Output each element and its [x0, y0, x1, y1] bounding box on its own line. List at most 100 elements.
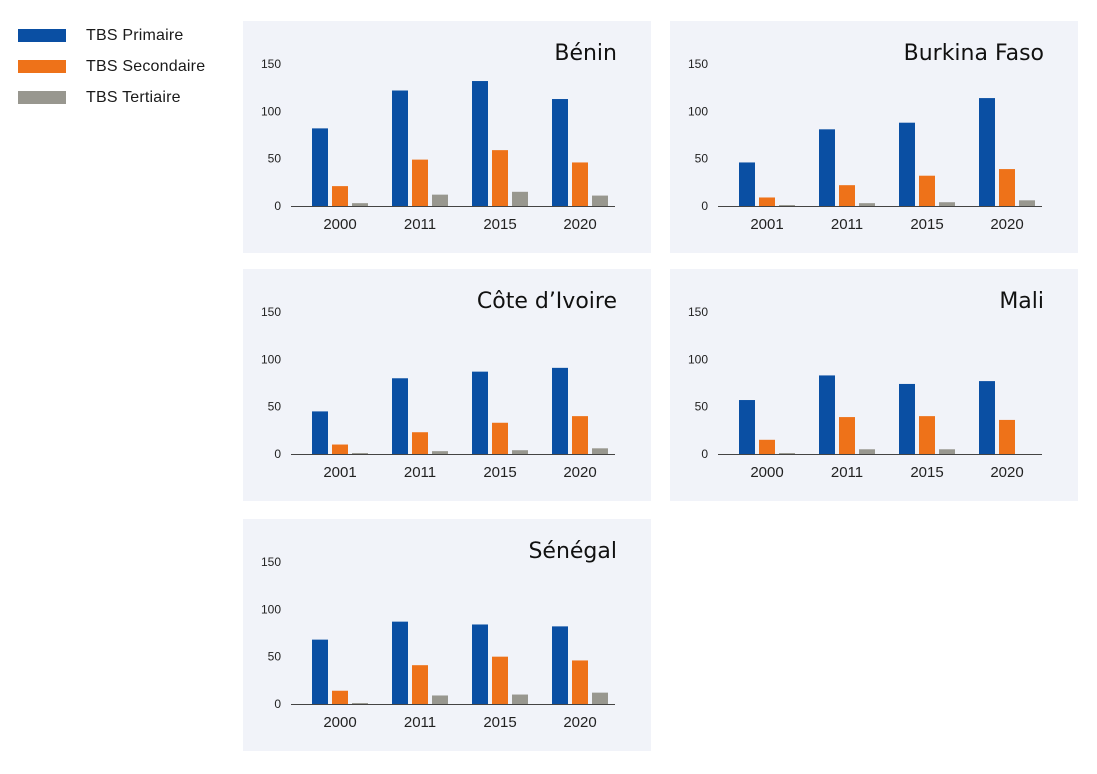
bar-tbs-secondaire-2001	[332, 444, 348, 454]
bar-tbs-primaire-2000	[739, 400, 755, 454]
y-tick-label: 50	[268, 650, 282, 664]
bar-tbs-primaire-2015	[472, 81, 488, 206]
bar-tbs-tertiaire-2015	[512, 450, 528, 454]
bar-tbs-tertiaire-2001	[352, 453, 368, 454]
y-tick-label: 50	[268, 400, 282, 414]
bar-tbs-secondaire-2020	[572, 660, 588, 704]
bar-tbs-secondaire-2000	[332, 186, 348, 206]
y-tick-label: 0	[701, 199, 708, 213]
legend-swatch-tertiaire	[18, 91, 66, 104]
y-tick-label: 100	[688, 352, 708, 366]
bar-chart-burkina-faso: 0 50 100 150 2001 2011 2015 2020	[688, 57, 1042, 233]
bar-tbs-primaire-2020	[552, 367, 568, 454]
bar-tbs-primaire-2015	[472, 371, 488, 454]
y-tick-label: 50	[695, 400, 709, 414]
bar-tbs-primaire-2015	[899, 383, 915, 454]
chart-panel-burkina-faso: Burkina Faso 0 50 100 150 2001 2011 2015 2020	[670, 21, 1078, 253]
bar-tbs-secondaire-2015	[919, 175, 935, 206]
y-tick-label: 0	[701, 447, 708, 461]
bar-tbs-primaire-2011	[392, 378, 408, 454]
bar-tbs-secondaire-2011	[839, 185, 855, 206]
y-tick-label: 100	[261, 104, 281, 118]
bar-tbs-tertiaire-2015	[939, 449, 955, 454]
bar-tbs-primaire-2001	[739, 162, 755, 206]
legend-item-tertiaire: TBS Tertiaire	[18, 82, 205, 113]
chart-panel-cote-divoire: Côte d’Ivoire 0 50 100 150 2001 2011 2015 2020	[243, 269, 651, 501]
y-tick-label: 150	[261, 305, 281, 319]
x-tick-label: 2011	[831, 216, 863, 233]
x-tick-label: 2001	[323, 464, 356, 481]
legend-swatch-secondaire	[18, 60, 66, 73]
bar-tbs-secondaire-2001	[759, 197, 775, 206]
y-tick-label: 100	[688, 104, 708, 118]
bar-tbs-primaire-2011	[392, 621, 408, 704]
y-tick-label: 100	[261, 352, 281, 366]
bar-chart-benin: 0 50 100 150 2000 2011 2015 2020	[261, 57, 615, 233]
y-tick-label: 0	[274, 697, 281, 711]
bar-tbs-secondaire-2011	[839, 417, 855, 454]
bar-tbs-tertiaire-2011	[859, 449, 875, 454]
bar-tbs-tertiaire-2011	[432, 451, 448, 454]
chart-title: Bénin	[554, 41, 617, 66]
bar-tbs-primaire-2011	[819, 375, 835, 454]
legend-item-primaire: TBS Primaire	[18, 20, 205, 51]
bar-tbs-primaire-2015	[899, 122, 915, 206]
y-tick-label: 150	[688, 57, 708, 71]
x-tick-label: 2011	[404, 714, 436, 731]
x-tick-label: 2015	[483, 216, 516, 233]
bar-chart-senegal: 0 50 100 150 2000 2011 2015 2020	[261, 555, 615, 731]
legend: TBS Primaire TBS Secondaire TBS Tertiair…	[18, 20, 205, 113]
bar-tbs-tertiaire-2000	[352, 703, 368, 704]
chart-panel-senegal: Sénégal 0 50 100 150 2000 2011 2015 2020	[243, 519, 651, 751]
bar-tbs-secondaire-2015	[492, 656, 508, 704]
bar-chart-mali: 0 50 100 150 2000 2011 2015 2020	[688, 305, 1042, 481]
y-tick-label: 0	[274, 199, 281, 213]
y-tick-label: 150	[261, 57, 281, 71]
legend-item-secondaire: TBS Secondaire	[18, 51, 205, 82]
bar-tbs-secondaire-2015	[919, 416, 935, 454]
bar-tbs-primaire-2020	[979, 98, 995, 206]
x-tick-label: 2015	[483, 464, 516, 481]
x-tick-label: 2000	[323, 216, 356, 233]
bar-tbs-primaire-2015	[472, 624, 488, 704]
x-tick-label: 2011	[831, 464, 863, 481]
x-tick-label: 2020	[563, 464, 596, 481]
x-tick-label: 2020	[990, 464, 1023, 481]
bar-tbs-tertiaire-2020	[592, 692, 608, 704]
bar-tbs-secondaire-2015	[492, 422, 508, 454]
x-tick-label: 2000	[323, 714, 356, 731]
bar-tbs-tertiaire-2000	[352, 203, 368, 206]
bar-tbs-secondaire-2000	[759, 439, 775, 454]
bar-tbs-tertiaire-2020	[1019, 200, 1035, 206]
x-tick-label: 2015	[910, 464, 943, 481]
bar-tbs-tertiaire-2015	[512, 694, 528, 704]
x-tick-label: 2000	[750, 464, 783, 481]
y-tick-label: 0	[274, 447, 281, 461]
bar-tbs-primaire-2011	[819, 129, 835, 206]
bar-tbs-tertiaire-2011	[432, 695, 448, 704]
legend-swatch-primaire	[18, 29, 66, 42]
bar-tbs-tertiaire-2015	[512, 191, 528, 206]
bar-tbs-tertiaire-2001	[779, 205, 795, 206]
bar-tbs-secondaire-2015	[492, 150, 508, 206]
bar-tbs-tertiaire-2011	[859, 203, 875, 206]
bar-tbs-secondaire-2011	[412, 159, 428, 206]
chart-title: Mali	[999, 289, 1044, 314]
x-tick-label: 2015	[910, 216, 943, 233]
bar-tbs-secondaire-2020	[999, 169, 1015, 206]
bar-tbs-tertiaire-2020	[592, 195, 608, 206]
bar-tbs-primaire-2020	[552, 626, 568, 704]
bar-tbs-secondaire-2011	[412, 432, 428, 454]
x-tick-label: 2015	[483, 714, 516, 731]
y-tick-label: 50	[268, 152, 282, 166]
chart-title: Burkina Faso	[903, 41, 1044, 66]
bar-chart-cote-divoire: 0 50 100 150 2001 2011 2015 2020	[261, 305, 615, 481]
bar-tbs-secondaire-2020	[572, 416, 588, 454]
y-tick-label: 50	[695, 152, 709, 166]
bar-tbs-secondaire-2011	[412, 665, 428, 704]
x-tick-label: 2011	[404, 464, 436, 481]
bar-tbs-secondaire-2020	[572, 162, 588, 206]
x-tick-label: 2020	[563, 216, 596, 233]
bar-tbs-primaire-2011	[392, 90, 408, 206]
legend-label: TBS Secondaire	[86, 57, 206, 75]
